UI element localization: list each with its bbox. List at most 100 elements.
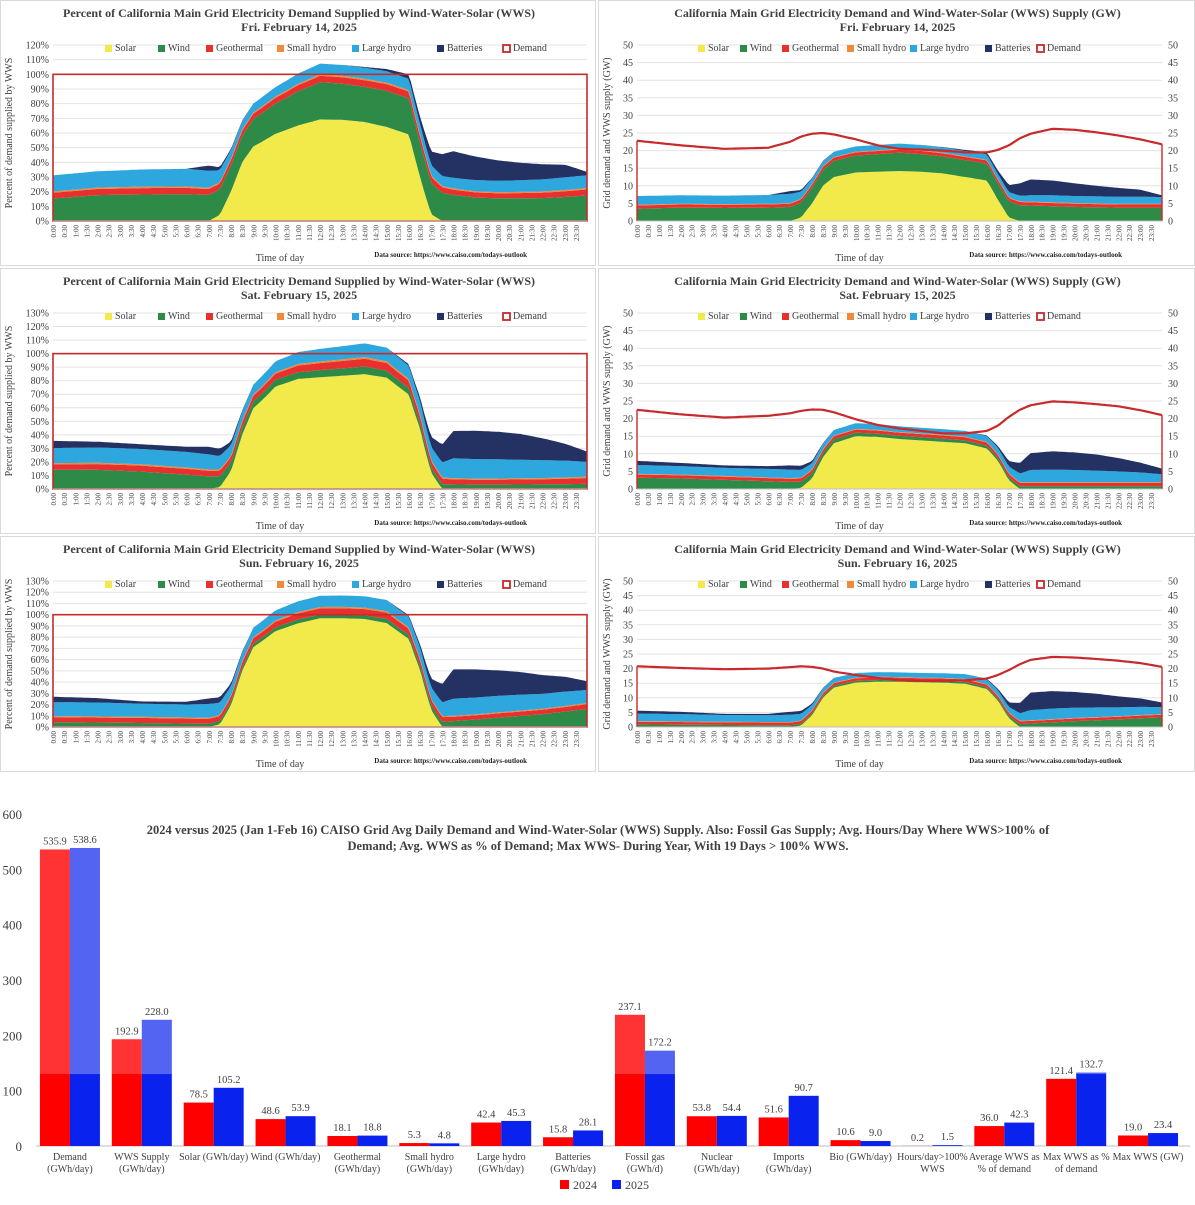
x-tick-label: 13:30	[929, 493, 937, 509]
y-tick-label: 0	[628, 217, 633, 228]
x-tick-label: 23:00	[562, 731, 570, 747]
x-tick-label: 20:30	[506, 493, 514, 509]
x-tick-label: 7:30	[798, 225, 806, 238]
x-tick-label: 6:00	[765, 493, 773, 506]
x-tick-label: 7:30	[217, 493, 225, 506]
legend-swatch-demand	[503, 313, 510, 320]
x-tick-label: 4:30	[150, 225, 158, 238]
x-tick-label: 2:00	[678, 731, 686, 744]
demand-line	[637, 401, 1162, 433]
bar-highlight-2025	[1076, 1073, 1106, 1074]
y2-tick-label: 10	[1168, 181, 1178, 192]
x-tick-label: 17:00	[1006, 493, 1014, 509]
legend-label: Solar	[115, 43, 137, 54]
x-tick-label: 16:30	[995, 493, 1003, 509]
x-tick-label: 1:30	[667, 225, 675, 238]
x-tick-label: 8:00	[228, 731, 236, 744]
chart-date: Fri. February 14, 2025	[241, 20, 357, 34]
legend-swatch-demand	[1037, 45, 1044, 52]
x-tick-label: 10:30	[284, 731, 292, 747]
x-tick-label: 16:30	[417, 493, 425, 509]
legend-swatch-wind	[158, 581, 165, 588]
x-tick-label: 1:30	[667, 731, 675, 744]
y-tick-label: 25	[623, 397, 633, 408]
legend-label: Wind	[168, 311, 190, 322]
x-tick-label: 4:00	[139, 731, 147, 744]
x-tick-label: 18:30	[1039, 731, 1047, 747]
x-tick-label: 6:30	[195, 731, 203, 744]
y2-tick-label: 20	[1168, 664, 1178, 675]
x-tick-label: 8:30	[239, 493, 247, 506]
bar-2025	[1076, 1073, 1106, 1146]
y2-tick-label: 25	[1168, 129, 1178, 140]
bar-value-label: 53.8	[693, 1103, 711, 1114]
y2-tick-label: 5	[1168, 708, 1173, 719]
x-tick-label: 22:30	[551, 731, 559, 747]
y-tick-label: 40	[623, 76, 633, 87]
legend-label: Wind	[750, 311, 772, 322]
legend-label: Geothermal	[792, 579, 839, 590]
x-tick-label: 5:00	[161, 493, 169, 506]
x-tick-label: 1:30	[83, 493, 91, 506]
bar-2024	[1046, 1079, 1076, 1146]
legend-label: Wind	[750, 579, 772, 590]
x-tick-label: 0:30	[645, 225, 653, 238]
x-tick-label: 9:30	[842, 493, 850, 506]
legend-label: Large hydro	[362, 311, 411, 322]
legend-label: Batteries	[447, 43, 483, 54]
chart-date: Sat. February 15, 2025	[241, 288, 357, 302]
bar-category-label: Nuclear(GWh/day)	[694, 1152, 740, 1175]
y-tick-label: 50	[623, 41, 633, 52]
legend-label: Large hydro	[920, 311, 969, 322]
x-tick-label: 7:00	[787, 493, 795, 506]
legend-label: Batteries	[447, 311, 483, 322]
x-tick-label: 1:00	[656, 493, 664, 506]
legend-swatch-wind	[740, 313, 747, 320]
x-axis-title: Time of day	[256, 521, 305, 532]
x-tick-label: 5:30	[754, 731, 762, 744]
legend-swatch-geothermal	[782, 313, 789, 320]
x-tick-label: 16:00	[406, 493, 414, 509]
legend-label: Batteries	[995, 43, 1031, 54]
x-tick-label: 10:30	[284, 225, 292, 241]
data-source: Data source: https://www.caiso.com/today…	[374, 251, 527, 259]
y2-tick-label: 30	[1168, 111, 1178, 122]
x-tick-label: 7:00	[206, 731, 214, 744]
y-tick-label: 15	[623, 164, 633, 175]
y-tick-label: 70%	[31, 644, 49, 655]
y-tick-label: 70%	[31, 390, 49, 401]
legend-swatch-large-hydro	[910, 581, 917, 588]
legend-swatch-solar	[105, 45, 112, 52]
y-tick-label: 90%	[31, 363, 49, 374]
x-tick-label: 1:30	[83, 225, 91, 238]
y-tick-label: 50	[623, 577, 633, 588]
data-source: Data source: https://www.caiso.com/today…	[374, 757, 527, 765]
x-tick-label: 4:00	[139, 493, 147, 506]
chart-title: California Main Grid Electricity Demand …	[674, 542, 1121, 556]
x-tick-label: 18:30	[1039, 493, 1047, 509]
x-tick-label: 1:00	[72, 225, 80, 238]
pct-chart-fri: Percent of California Main Grid Electric…	[1, 1, 597, 267]
bar-value-label: 192.9	[115, 1026, 139, 1037]
legend-label: Small hydro	[857, 43, 906, 54]
x-tick-label: 19:00	[1050, 225, 1058, 241]
x-tick-label: 15:30	[395, 493, 403, 509]
x-tick-label: 14:00	[940, 225, 948, 241]
legend-label: Small hydro	[287, 43, 336, 54]
x-tick-label: 2:30	[106, 731, 114, 744]
bar-category-label: Solar (GWh/day)	[179, 1152, 248, 1163]
x-tick-label: 2:30	[689, 731, 697, 744]
x-tick-label: 7:00	[206, 225, 214, 238]
x-tick-label: 12:00	[317, 731, 325, 747]
x-tick-label: 21:00	[1093, 493, 1101, 509]
x-tick-label: 20:30	[1082, 731, 1090, 747]
bar-2024	[471, 1123, 501, 1146]
x-tick-label: 9:00	[250, 731, 258, 744]
legend-label: Demand	[1047, 311, 1081, 322]
x-tick-label: 5:00	[161, 225, 169, 238]
bar-category-label: Geothermal(GWh/day)	[334, 1152, 381, 1175]
x-tick-label: 13:00	[918, 225, 926, 241]
bar-value-label: 228.0	[145, 1007, 169, 1018]
bar-2024	[974, 1126, 1004, 1146]
y-tick-label: 5	[628, 467, 633, 478]
